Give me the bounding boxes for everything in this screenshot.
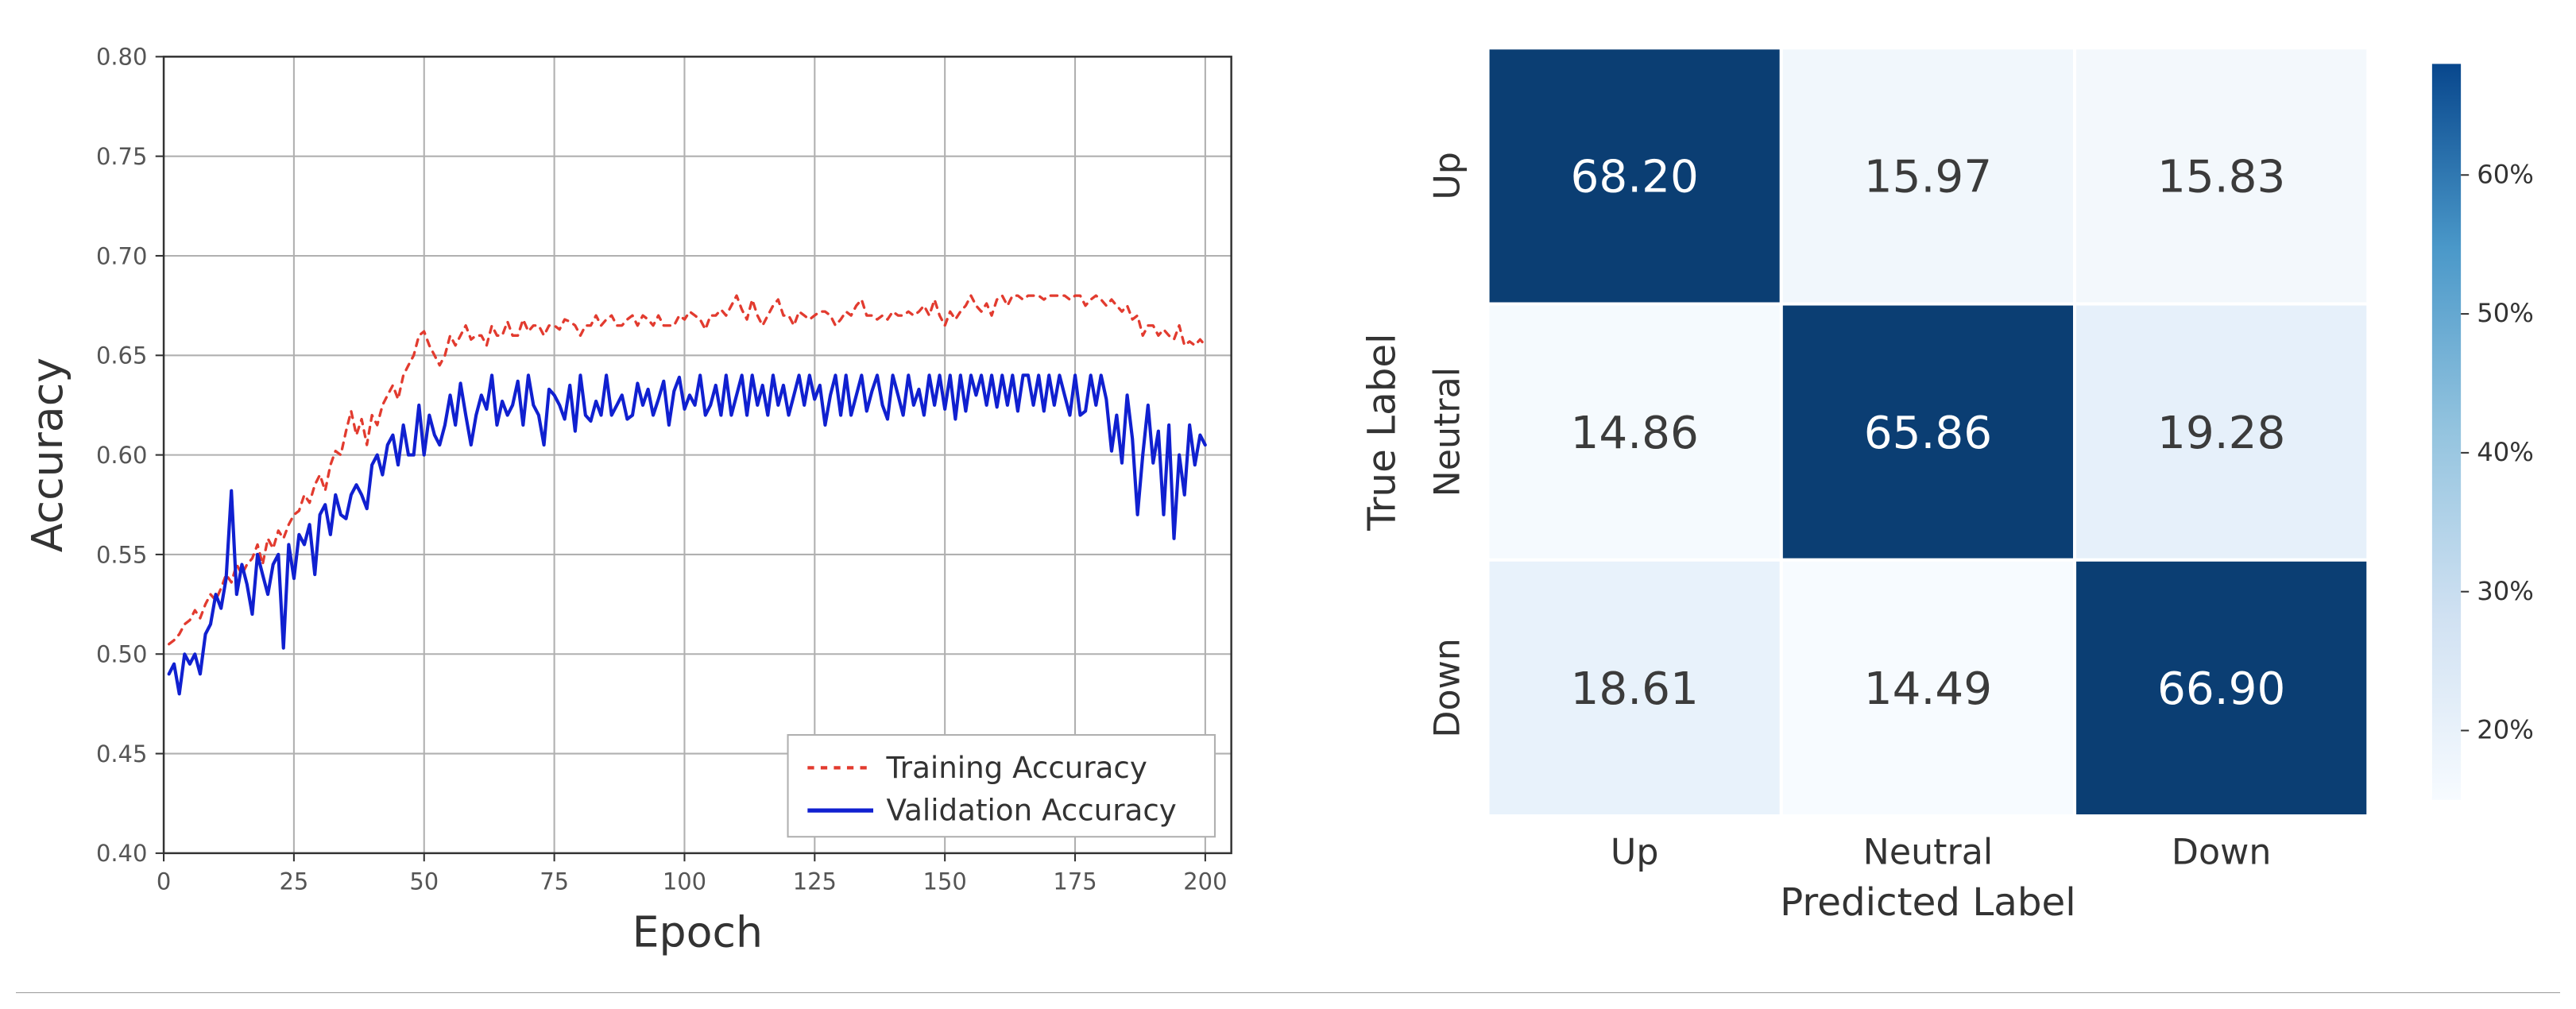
confusion-matrix-panel: 68.20 15.97 15.83 14.86 65.86 19.28 18.61 14.49…: [1312, 16, 2560, 976]
heatmap-xtick-label: Down: [2172, 832, 2272, 872]
xtick-label: 0: [157, 868, 171, 895]
heatmap-cell-value: 18.61: [1570, 663, 1698, 715]
heatmap-cell-value: 14.86: [1570, 408, 1698, 459]
confusion-matrix: 68.20 15.97 15.83 14.86 65.86 19.28 18.61 14.49…: [1312, 16, 2560, 944]
colorbar-tick-label: 30%: [2477, 576, 2534, 606]
colorbar-tick-label: 50%: [2477, 298, 2534, 328]
xtick-label: 75: [540, 868, 569, 895]
heatmap-ytick-label: Neutral: [1427, 367, 1468, 497]
ytick-label: 0.45: [96, 740, 147, 767]
ytick-label: 0.40: [96, 840, 147, 867]
heatmap-xtick-label: Neutral: [1863, 832, 1994, 872]
xtick-label: 25: [279, 868, 308, 895]
ylabel: Accuracy: [22, 358, 72, 552]
xtick-label: 150: [923, 868, 967, 895]
colorbar-tick-label: 20%: [2477, 715, 2534, 745]
ytick-label: 0.75: [96, 143, 147, 170]
xtick-label: 125: [793, 868, 837, 895]
xtick-label: 50: [409, 868, 439, 895]
series-line: [169, 375, 1205, 694]
accuracy-line-chart: 0 25 50 75 100 125 150 175 200 0.40 0.45 0.50 0.55 0.…: [16, 16, 1264, 976]
ytick-label: 0.65: [96, 342, 147, 369]
heatmap-cell-value: 65.86: [1864, 408, 1992, 459]
legend-label: Training Accuracy: [886, 750, 1147, 785]
xtick-label: 200: [1183, 868, 1227, 895]
legend-label: Validation Accuracy: [887, 793, 1177, 828]
ytick-label: 0.55: [96, 541, 147, 568]
heatmap-cell-value: 15.97: [1864, 152, 1992, 203]
heatmap-xtick-label: Up: [1611, 832, 1659, 872]
ytick-label: 0.80: [96, 44, 147, 71]
heatmap-cell-value: 15.83: [2157, 152, 2285, 203]
heatmap-cell-value: 19.28: [2157, 408, 2285, 459]
colorbar-tick-label: 60%: [2477, 159, 2534, 189]
heatmap-ytick-label: Up: [1427, 152, 1468, 200]
figure-row: 0 25 50 75 100 125 150 175 200 0.40 0.45 0.50 0.55 0.…: [16, 16, 2560, 993]
line-chart-svg: 0 25 50 75 100 125 150 175 200 0.40 0.45 0.50 0.55 0.…: [16, 24, 1264, 976]
xtick-label: 175: [1053, 868, 1097, 895]
heatmap-cell-value: 66.90: [2157, 663, 2285, 715]
heatmap-xlabel: Predicted Label: [1780, 880, 2076, 925]
colorbar-tick-label: 40%: [2477, 437, 2534, 467]
colorbar: [2432, 64, 2461, 799]
heatmap-svg: 68.20 15.97 15.83 14.86 65.86 19.28 18.61 14.49…: [1312, 16, 2560, 944]
xlabel: Epoch: [632, 907, 764, 957]
xtick-label: 100: [663, 868, 706, 895]
ytick-label: 0.70: [96, 242, 147, 269]
heatmap-cell-value: 14.49: [1864, 663, 1992, 715]
heatmap-ytick-label: Down: [1427, 638, 1468, 738]
series-line: [169, 296, 1205, 644]
ytick-label: 0.60: [96, 442, 147, 469]
heatmap-cell-value: 68.20: [1570, 152, 1698, 203]
heatmap-ylabel: True Label: [1360, 333, 1405, 531]
ytick-label: 0.50: [96, 641, 147, 668]
accuracy-line-chart-panel: 0 25 50 75 100 125 150 175 200 0.40 0.45 0.50 0.55 0.…: [16, 16, 1264, 976]
